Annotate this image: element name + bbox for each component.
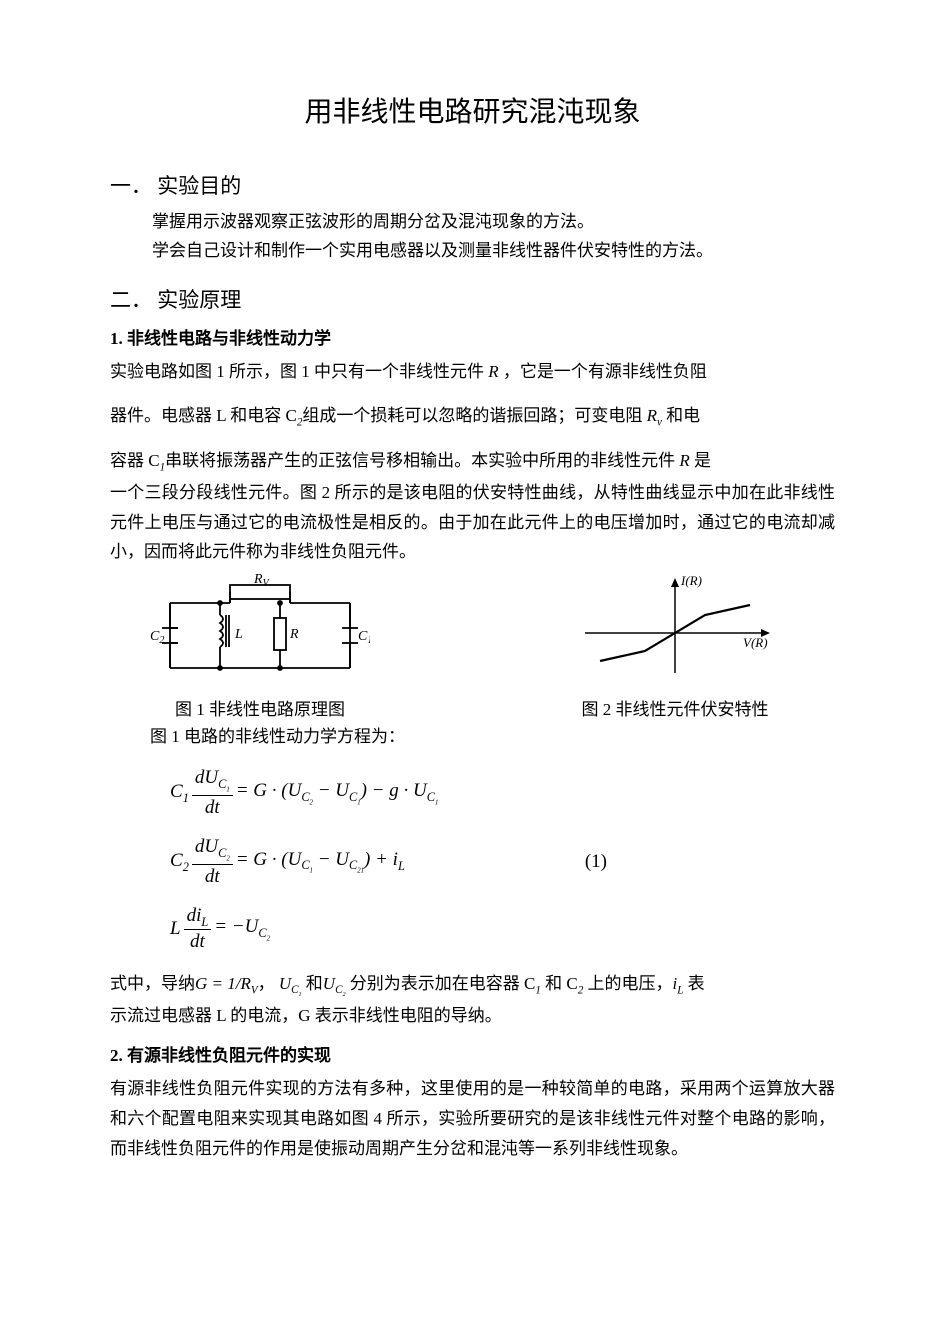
paragraph-7: 有源非线性负阻元件实现的方法有多种，这里使用的是一种较简单的电路，采用两个运算放… [110, 1074, 835, 1163]
math-Uc2: UC2 [323, 974, 346, 993]
p1b: ，它是一个有源非线性负阻 [503, 362, 707, 381]
page-title: 用非线性电路研究混沌现象 [110, 90, 835, 130]
math-Uc1: UC1 [279, 974, 302, 993]
fig2-xlabel: V(R) [743, 635, 768, 650]
paragraph-3: 容器 C1串联将振荡器产生的正弦信号移相输出。本实验中所用的非线性元件 R 是 [110, 446, 835, 478]
paragraph-5: 式中，导纳G = 1/RV， UC1 和UC2 分别为表示加在电容器 C1 和 … [110, 969, 835, 1001]
document-page: 用非线性电路研究混沌现象 一． 实验目的 掌握用示波器观察正弦波形的周期分岔及混… [0, 0, 945, 1337]
section1-line2: 学会自己设计和制作一个实用电感器以及测量非线性器件伏安特性的方法。 [152, 237, 835, 266]
fig1-Rv-label: RV [253, 573, 271, 589]
math-Rv: Rv [642, 406, 666, 425]
figure-2-caption: 图 2 非线性元件伏安特性 [575, 695, 775, 720]
fig2-ylabel: I(R) [680, 573, 702, 588]
math-G: G = 1/RV [195, 974, 258, 993]
p5g: 表 [683, 974, 704, 993]
section-heading-1: 一． 实验目的 [110, 170, 835, 200]
p1a: 实验电路如图 1 所示，图 1 中只有一个非线性元件 [110, 362, 484, 381]
figures-row: RV C2 L R C1 图 1 非线性电路原理图 [110, 573, 835, 720]
p3a: 容器 C [110, 451, 160, 470]
fig1-C2-label: C2 [150, 629, 164, 646]
fig1-R-label: R [289, 627, 299, 642]
fig1-C1-label: C1 [358, 629, 370, 646]
p5b: ， [258, 974, 275, 993]
paragraph-2: 器件。电感器 L 和电容 C2组成一个损耗可以忽略的谐振回路；可变电阻 Rv 和… [110, 401, 835, 433]
sub-heading-1: 1. 非线性电路与非线性动力学 [110, 324, 835, 349]
equation-block: C1 dUC1dt = G · (UC2 − UC1) − g · UC1 C2… [170, 766, 835, 955]
p2a: 器件。电感器 L 和电容 C [110, 406, 297, 425]
fig1-L-label: L [234, 627, 243, 642]
figure-1-caption: 图 1 非线性电路原理图 [150, 695, 370, 720]
math-R: R [484, 362, 503, 381]
p3c: 是 [690, 451, 711, 470]
section-heading-2: 二． 实验原理 [110, 284, 835, 314]
sub-heading-2: 2. 有源非线性负阻元件的实现 [110, 1041, 835, 1066]
p3b: 串联将振荡器产生的正弦信号移相输出。本实验中所用的非线性元件 [165, 451, 675, 470]
figure-1-svg: RV C2 L R C1 [150, 573, 370, 688]
p5d: 分别为表示加在电容器 C [345, 974, 535, 993]
paragraph-4: 一个三段分段线性元件。图 2 所示的是该电阻的伏安特性曲线，从特性曲线显示中加在… [110, 478, 835, 567]
equation-1: C1 dUC1dt = G · (UC2 − UC1) − g · UC1 [170, 766, 835, 821]
paragraph-1: 实验电路如图 1 所示，图 1 中只有一个非线性元件 R ，它是一个有源非线性负… [110, 357, 835, 387]
figure-2-box: I(R) V(R) 图 2 非线性元件伏安特性 [575, 573, 775, 720]
equation-2: C2 dUC2dt = G · (UC1 − UC21) + iL (1) [170, 835, 835, 890]
p5a: 式中，导纳 [110, 974, 195, 993]
p5c: 和 [302, 974, 323, 993]
section1-line1: 掌握用示波器观察正弦波形的周期分岔及混沌现象的方法。 [152, 208, 835, 237]
figure-1-box: RV C2 L R C1 图 1 非线性电路原理图 [150, 573, 370, 720]
figure-2-svg: I(R) V(R) [575, 573, 775, 688]
math-R2: R [675, 451, 690, 470]
p2b: 组成一个损耗可以忽略的谐振回路；可变电阻 [302, 406, 642, 425]
fig-equation-intro: 图 1 电路的非线性动力学方程为： [150, 722, 835, 752]
p5f: 上的电压， [583, 974, 672, 993]
section1-body: 掌握用示波器观察正弦波形的周期分岔及混沌现象的方法。 学会自己设计和制作一个实用… [152, 208, 835, 266]
p2c: 和电 [666, 406, 700, 425]
paragraph-6: 示流过电感器 L 的电流，G 表示非线性电阻的导纳。 [110, 1001, 835, 1031]
equation-3: L diLdt = −UC2 [170, 904, 835, 956]
math-iL: iL [672, 974, 683, 993]
p5e: 和 C [541, 974, 578, 993]
equation-number: (1) [585, 850, 607, 875]
